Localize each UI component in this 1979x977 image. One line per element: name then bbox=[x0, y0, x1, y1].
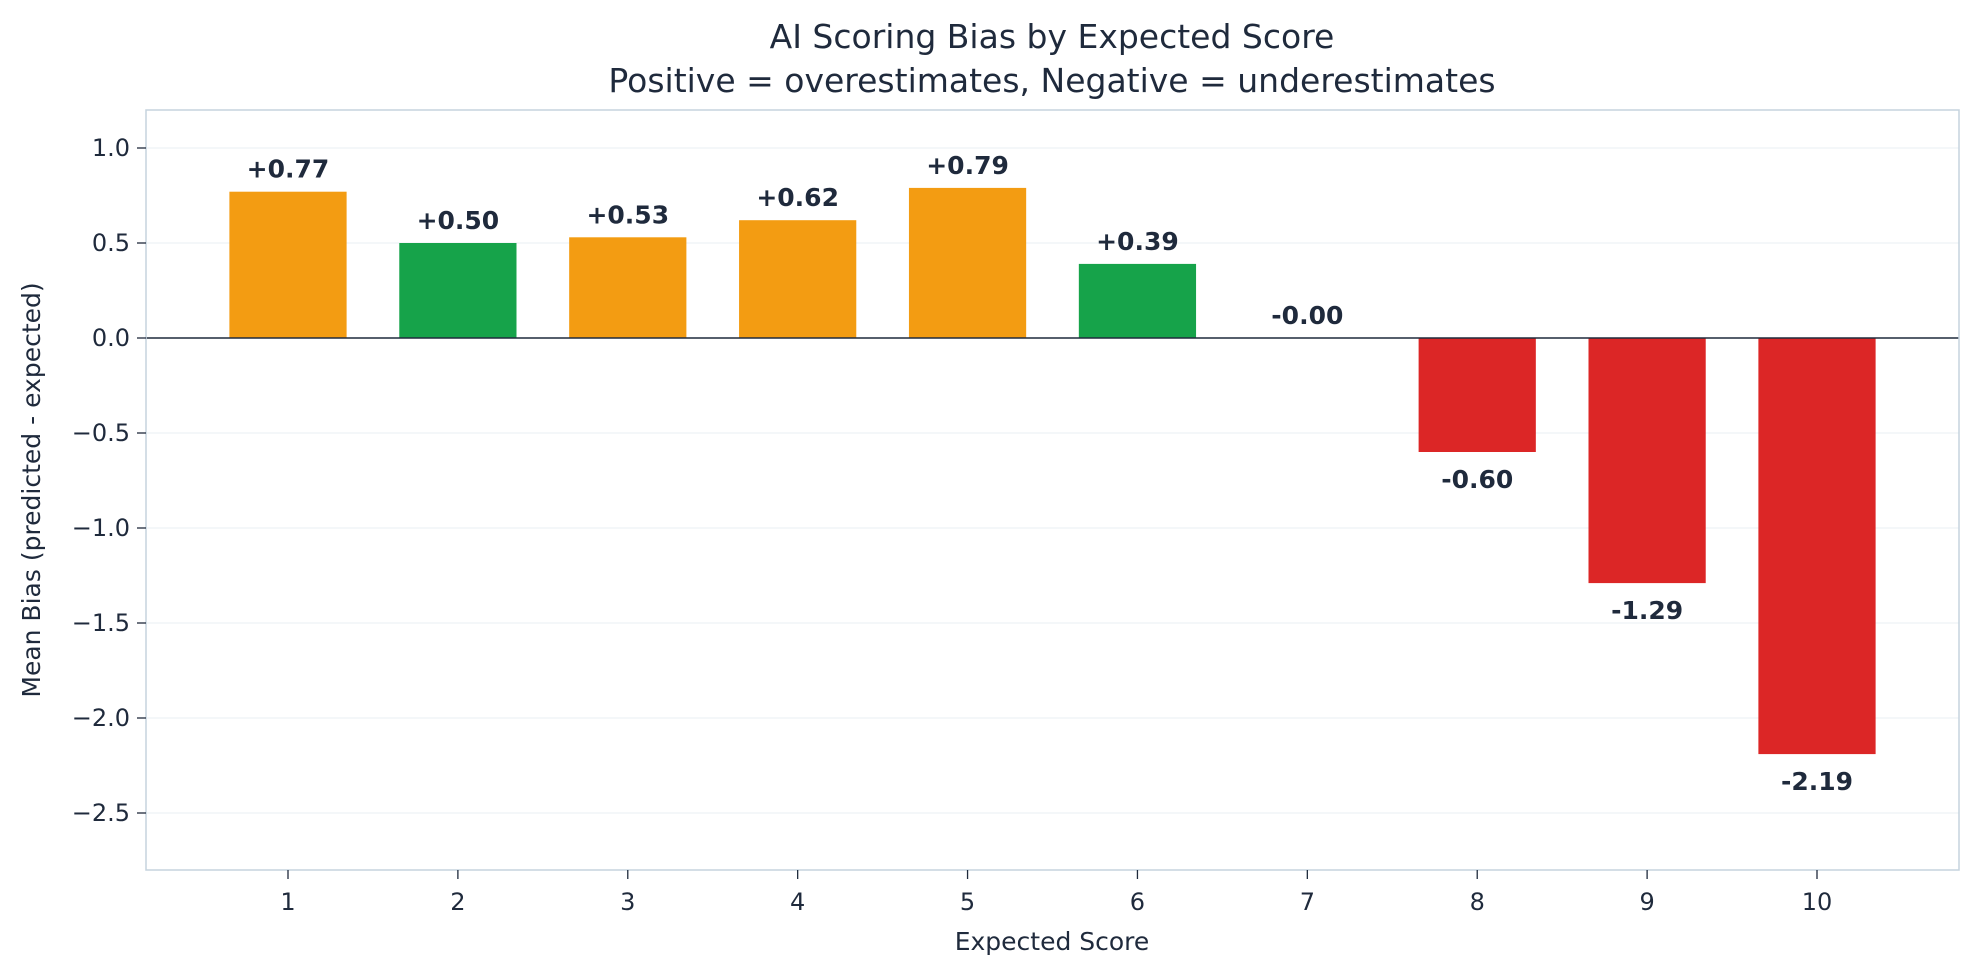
chart-title: AI Scoring Bias by Expected Score bbox=[770, 17, 1335, 56]
bar bbox=[1078, 263, 1197, 338]
bar bbox=[908, 187, 1027, 338]
x-tick-label: 3 bbox=[620, 888, 635, 916]
bar bbox=[739, 220, 857, 338]
y-tick-label: −1.5 bbox=[72, 609, 130, 637]
x-tick-label: 9 bbox=[1639, 888, 1654, 916]
data-labels: +0.77 +0.50 +0.53 +0.62 +0.79 +0.39 -0.00 -0.60… bbox=[247, 151, 1853, 796]
x-tick-label: 2 bbox=[450, 888, 465, 916]
bar bbox=[399, 243, 517, 338]
x-tick-label: 8 bbox=[1470, 888, 1485, 916]
data-label: -0.60 bbox=[1441, 465, 1513, 494]
bars bbox=[229, 187, 1876, 755]
data-label: +0.39 bbox=[1096, 227, 1179, 256]
x-tick-label: 7 bbox=[1300, 888, 1315, 916]
data-label: -0.00 bbox=[1271, 301, 1343, 330]
data-label: +0.53 bbox=[586, 200, 669, 229]
data-label: +0.62 bbox=[756, 183, 839, 212]
x-axis-ticks: 1 2 3 4 5 6 7 8 9 10 bbox=[280, 870, 1832, 916]
bar bbox=[569, 237, 687, 338]
y-tick-label: −2.5 bbox=[72, 799, 130, 827]
y-axis-label: Mean Bias (predicted - expected) bbox=[17, 282, 46, 697]
bar bbox=[229, 191, 347, 338]
x-tick-label: 6 bbox=[1130, 888, 1145, 916]
y-tick-label: 1.0 bbox=[92, 134, 130, 162]
y-axis-ticks: 1.0 0.5 0.0 −0.5 −1.0 −1.5 −2.0 −2.5 bbox=[72, 134, 146, 827]
data-label: +0.79 bbox=[926, 151, 1009, 180]
x-tick-label: 10 bbox=[1802, 888, 1833, 916]
chart-subtitle: Positive = overestimates, Negative = und… bbox=[608, 61, 1495, 100]
y-tick-label: −1.0 bbox=[72, 514, 130, 542]
y-tick-label: −0.5 bbox=[72, 419, 130, 447]
data-label: -1.29 bbox=[1611, 596, 1683, 625]
plot-frame bbox=[145, 109, 1960, 871]
x-tick-label: 1 bbox=[280, 888, 295, 916]
x-tick-label: 5 bbox=[960, 888, 975, 916]
data-label: +0.77 bbox=[247, 155, 330, 184]
y-tick-label: 0.0 bbox=[92, 324, 130, 352]
data-label: -2.19 bbox=[1781, 767, 1853, 796]
bar bbox=[1418, 338, 1536, 452]
x-axis-label: Expected Score bbox=[955, 927, 1150, 956]
bar bbox=[1758, 338, 1876, 755]
x-tick-label: 4 bbox=[790, 888, 805, 916]
bar bbox=[1588, 338, 1706, 584]
y-tick-label: 0.5 bbox=[92, 229, 130, 257]
y-tick-label: −2.0 bbox=[72, 704, 130, 732]
data-label: +0.50 bbox=[417, 206, 500, 235]
